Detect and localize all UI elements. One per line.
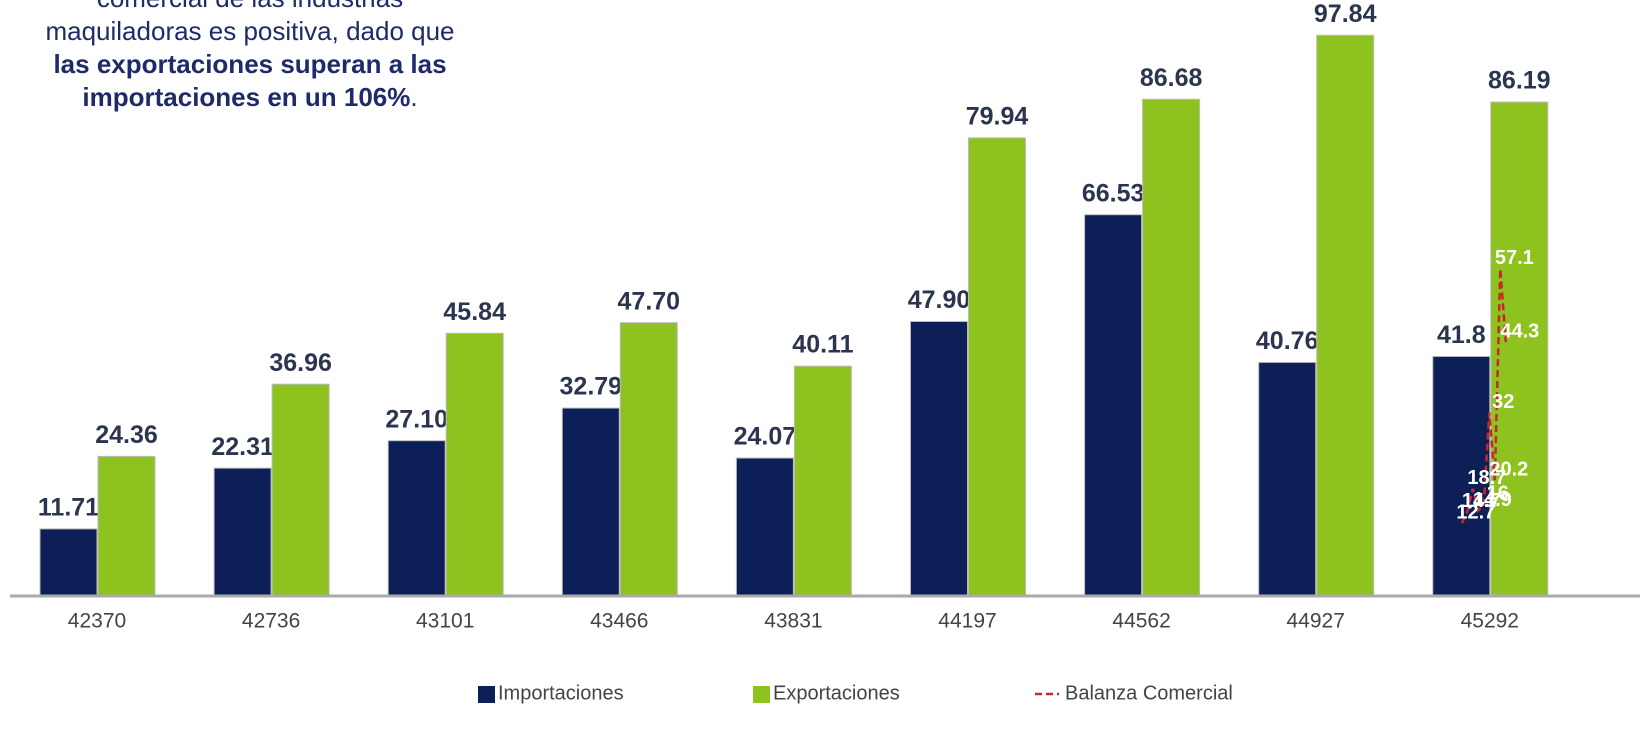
bar — [1432, 355, 1491, 597]
note-line: comercial de las industrias — [0, 0, 520, 15]
note-bold: las exportaciones superan a las importac… — [53, 49, 447, 112]
bar — [1490, 101, 1549, 597]
data-label: 40.76 — [1256, 327, 1319, 355]
data-label: 32.79 — [560, 373, 623, 401]
data-label: 24.36 — [95, 421, 158, 449]
x-tick-label: 43831 — [764, 610, 822, 633]
data-label: 57.1 — [1495, 247, 1534, 269]
bar — [271, 383, 330, 597]
bar — [387, 440, 446, 597]
data-label: 40.11 — [792, 331, 853, 359]
note-line: maquiladoras es positiva, dado que — [45, 16, 455, 46]
data-label: 47.90 — [908, 286, 971, 314]
note: comercial de las industrias maquiladoras… — [0, 0, 520, 114]
legend-label: Balanza Comercial — [1065, 682, 1233, 704]
bar — [1258, 361, 1317, 597]
x-tick-label: 44197 — [938, 610, 996, 633]
data-label: 86.68 — [1140, 64, 1203, 92]
data-label: 41.8 — [1437, 321, 1486, 349]
data-label: 97.84 — [1314, 0, 1377, 28]
data-label: 47.70 — [618, 287, 681, 315]
note-end: . — [410, 82, 418, 112]
data-label: 32 — [1492, 391, 1514, 413]
data-label: 44.3 — [1500, 320, 1539, 342]
data-label: 20.2 — [1489, 459, 1528, 481]
balance-line — [1460, 268, 1508, 524]
data-label: 36.96 — [269, 349, 332, 377]
bar — [97, 455, 156, 597]
bar — [968, 137, 1026, 597]
data-label: 16 — [1487, 483, 1509, 505]
data-label: 11.71 — [38, 494, 99, 522]
data-label: 86.19 — [1488, 67, 1551, 95]
data-label: 24.07 — [734, 423, 797, 451]
bar — [561, 407, 620, 597]
x-tick-label: 43101 — [416, 610, 474, 633]
data-label: 66.53 — [1082, 179, 1145, 207]
x-tick-label: 44927 — [1286, 610, 1344, 633]
x-tick-label: 42736 — [242, 610, 300, 633]
data-label: 27.10 — [385, 405, 448, 433]
bar — [39, 528, 98, 597]
bar — [1084, 214, 1143, 597]
legend-label: Importaciones — [498, 682, 624, 704]
data-label: 14.9 — [1473, 489, 1512, 511]
data-label: 45.84 — [443, 298, 506, 326]
bar — [735, 457, 794, 597]
data-label: 12.7 — [1456, 502, 1495, 524]
data-label: 22.31 — [211, 433, 274, 461]
x-tick-label: 42370 — [68, 610, 126, 633]
data-label: 18.7 — [1467, 467, 1506, 489]
x-tick-label: 44562 — [1112, 610, 1170, 633]
legend-label: Exportaciones — [773, 682, 900, 704]
note-bold-line: las exportaciones superan a las importac… — [0, 48, 520, 114]
data-label: 14.7 — [1462, 490, 1501, 512]
bar — [793, 365, 852, 597]
legend-swatch — [753, 686, 770, 703]
x-tick-label: 43466 — [590, 610, 648, 633]
bar — [1142, 98, 1201, 597]
bar — [213, 467, 272, 597]
legend-swatch — [478, 686, 495, 703]
bar — [619, 322, 678, 597]
bar — [445, 332, 504, 597]
bar — [1316, 34, 1375, 597]
bar — [910, 320, 968, 597]
x-tick-label: 45292 — [1461, 610, 1519, 633]
data-label: 79.94 — [966, 102, 1029, 130]
